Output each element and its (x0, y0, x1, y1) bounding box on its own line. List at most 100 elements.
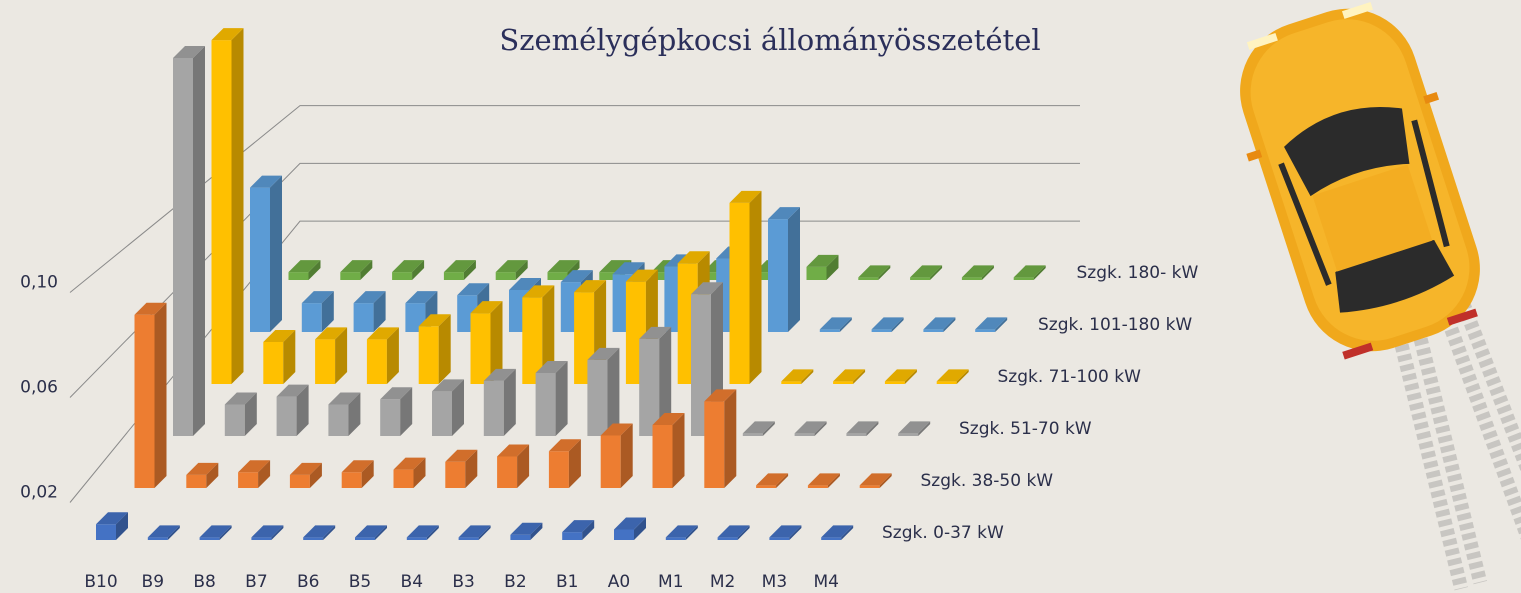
bar (471, 313, 491, 384)
chart-title: Személygépkocsi állományösszetétel (499, 23, 1040, 57)
x-tick-label: B3 (452, 572, 474, 592)
legend-label: Szgk. 101-180 kW (1038, 315, 1192, 335)
bar (820, 329, 840, 332)
bar (419, 326, 439, 384)
x-tick-label: B9 (142, 572, 164, 592)
bar (937, 381, 957, 384)
bar (872, 329, 892, 332)
bar (497, 457, 517, 489)
bar (459, 537, 479, 540)
bar-side (439, 314, 451, 384)
bar (367, 339, 387, 384)
bar (315, 339, 335, 384)
bar (392, 272, 412, 280)
bar (148, 537, 168, 540)
bar-side (724, 389, 736, 488)
bar-side (607, 348, 619, 436)
x-tick-label: B6 (297, 572, 319, 592)
bar (303, 537, 323, 540)
bar (173, 58, 193, 436)
bar (601, 436, 621, 489)
bar (250, 188, 270, 332)
bar (666, 537, 686, 540)
x-tick-label: M3 (762, 572, 787, 592)
bar (328, 405, 348, 437)
bar (549, 451, 569, 488)
bar (860, 485, 880, 488)
bar-side (155, 303, 167, 488)
legend-label: Szgk. 51-70 kW (959, 419, 1092, 439)
bar (898, 433, 918, 436)
bar (562, 532, 582, 540)
bar (704, 401, 724, 488)
bar (614, 530, 634, 541)
bar-side (673, 413, 685, 488)
bar (885, 381, 905, 384)
legend-label: Szgk. 0-37 kW (882, 523, 1004, 543)
legend-label: Szgk. 71-100 kW (998, 367, 1142, 387)
bar (756, 485, 776, 488)
x-tick-label: M4 (813, 572, 838, 592)
bar (225, 405, 245, 437)
y-tick-label: 0,06 (20, 378, 58, 398)
bar (445, 462, 465, 488)
bar (394, 470, 414, 488)
legend-label: Szgk. 38-50 kW (921, 471, 1054, 491)
bar (263, 342, 283, 384)
bar (238, 472, 258, 488)
bar-side (750, 191, 762, 384)
bar (289, 272, 309, 280)
bar (833, 381, 853, 384)
bar (342, 472, 362, 488)
bar (340, 272, 360, 280)
bar (496, 272, 516, 280)
bar (743, 433, 763, 436)
bar (587, 360, 607, 436)
bar (135, 315, 155, 488)
bar (277, 397, 297, 436)
bar (302, 303, 322, 332)
bar (795, 433, 815, 436)
x-tick-label: M1 (658, 572, 683, 592)
bar (354, 303, 374, 332)
bar (821, 537, 841, 540)
bar (846, 433, 866, 436)
x-tick-label: B4 (401, 572, 423, 592)
bar (510, 535, 530, 540)
bar (910, 277, 930, 280)
bar-side (232, 28, 244, 384)
bar (769, 537, 789, 540)
x-tick-label: B10 (84, 572, 117, 592)
bar (444, 272, 464, 280)
bar (653, 425, 673, 488)
bar-side (270, 176, 282, 332)
bar (807, 267, 827, 280)
bar (484, 381, 504, 436)
bar (355, 537, 375, 540)
bar (858, 277, 878, 280)
bar (730, 203, 750, 384)
x-tick-label: B1 (556, 572, 578, 592)
y-tick-label: 0,10 (20, 273, 58, 293)
bar (962, 277, 982, 280)
bar (186, 475, 206, 488)
bar (432, 391, 452, 436)
bar (768, 219, 788, 332)
x-tick-label: M2 (710, 572, 735, 592)
bar (923, 329, 943, 332)
bar (781, 381, 801, 384)
bar (808, 485, 828, 488)
x-tick-label: B8 (193, 572, 215, 592)
chart: Személygépkocsi állományösszetétel 0,020… (0, 0, 1521, 593)
bar-side (556, 361, 568, 436)
x-tick-label: A0 (608, 572, 630, 592)
bar (975, 329, 995, 332)
bar (718, 537, 738, 540)
bar (407, 537, 427, 540)
bar-side (788, 207, 800, 332)
x-tick-label: B2 (504, 572, 526, 592)
bar (251, 537, 271, 540)
bar (1014, 277, 1034, 280)
legend-label: Szgk. 180- kW (1077, 263, 1199, 283)
bar (536, 373, 556, 436)
